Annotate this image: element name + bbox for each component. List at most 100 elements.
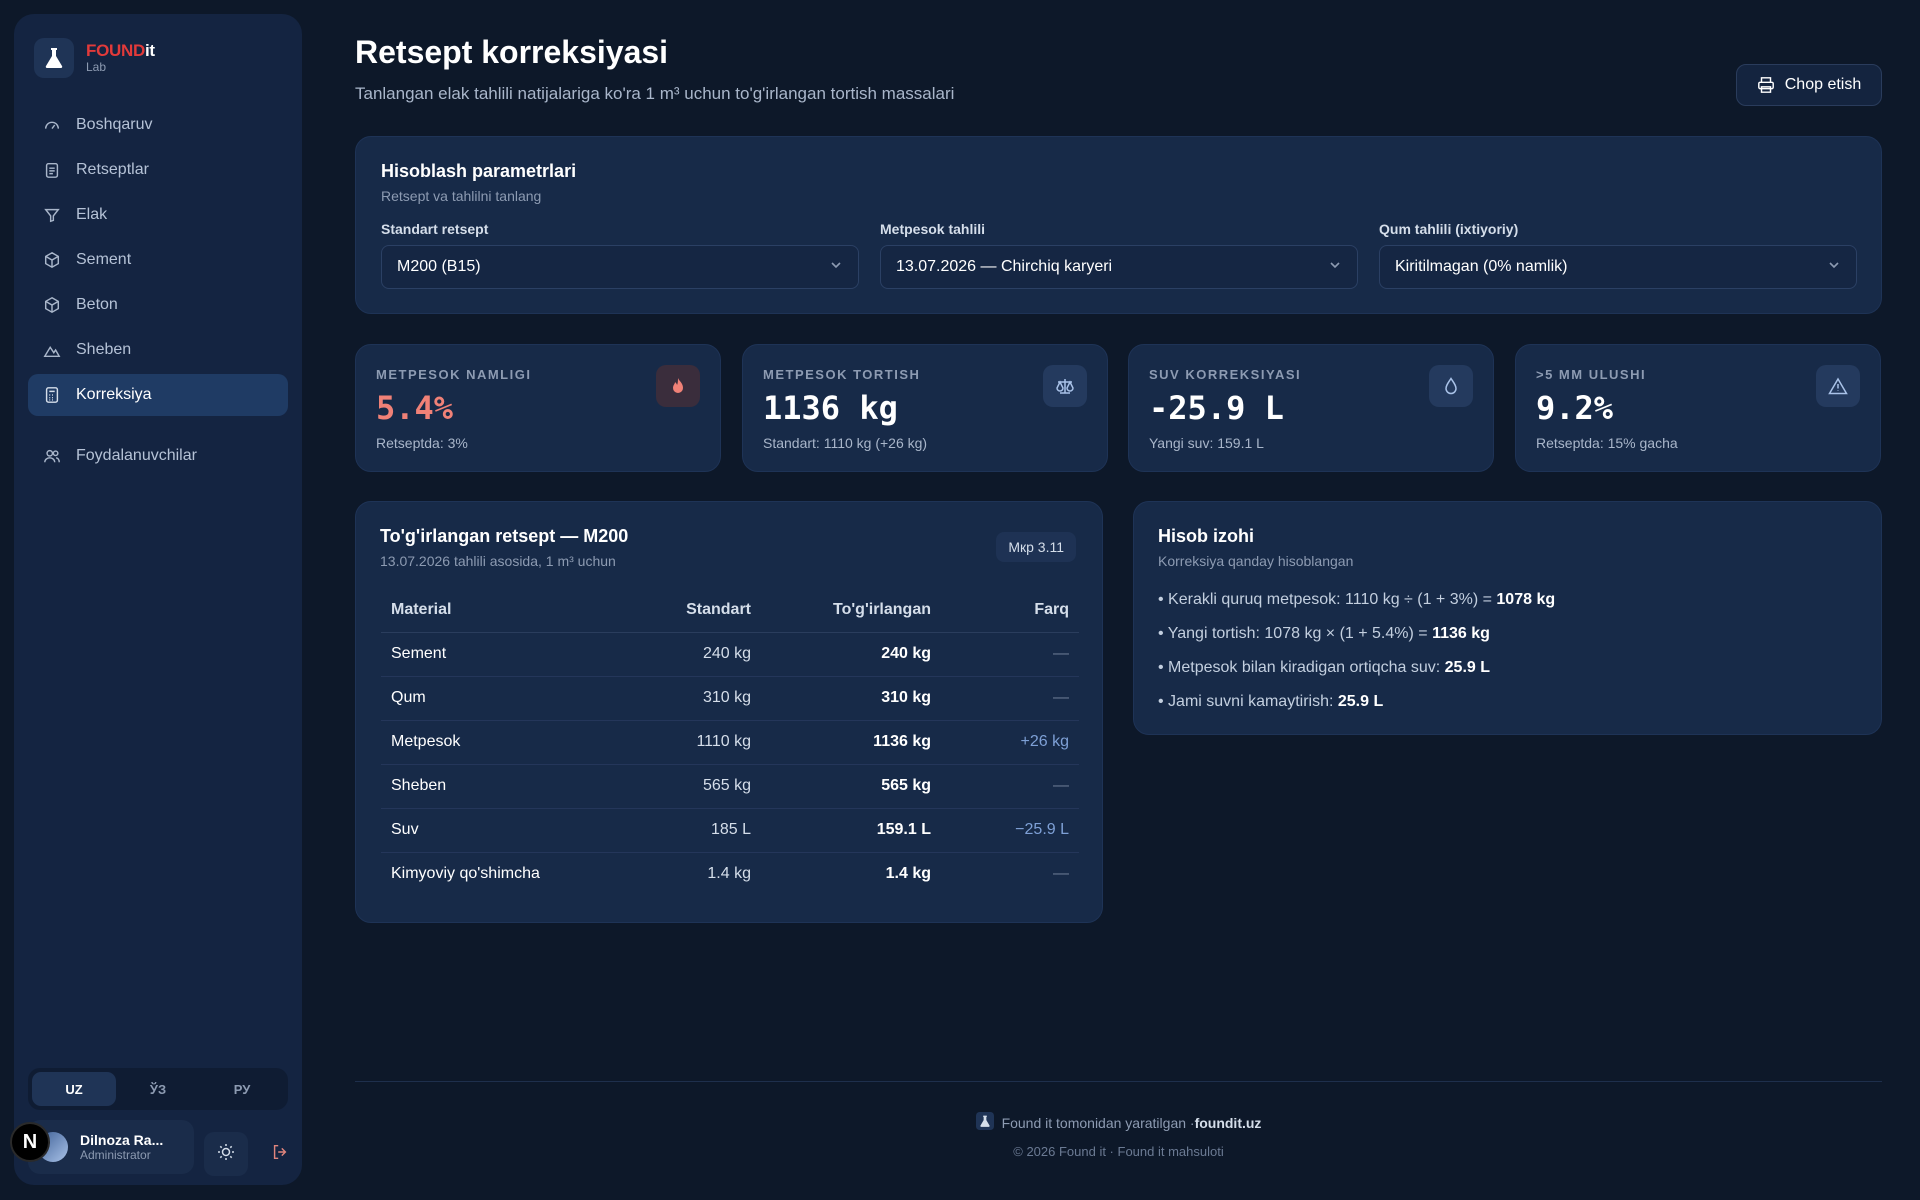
sidebar-item-label: Retseptlar bbox=[76, 161, 149, 178]
lang-uz-cyrillic-button[interactable]: ЎЗ bbox=[149, 1081, 167, 1097]
sidebar-item-boshqaruv[interactable]: Boshqaruv bbox=[28, 104, 288, 146]
footer-divider bbox=[355, 1081, 1882, 1082]
brand-sub: Lab bbox=[86, 60, 107, 74]
stat-label: SUV KORREKSIYASI bbox=[1149, 367, 1302, 382]
sand-analysis-field: Qum tahlili (ixtiyoriy) Kiritilmagan (0%… bbox=[1379, 221, 1857, 289]
table-row: Sheben 565 kg 565 kg — bbox=[381, 764, 1079, 809]
n-badge[interactable]: N bbox=[10, 1122, 50, 1162]
stat-card-weighing: METPESOK TORTISH 1136 kg Standart: 1110 … bbox=[742, 344, 1108, 472]
corrected-cell: 310 kg bbox=[761, 676, 941, 721]
stat-label: METPESOK TORTISH bbox=[763, 367, 921, 382]
chevron-down-icon bbox=[1328, 258, 1342, 277]
column-header: To'g'irlangan bbox=[761, 588, 941, 633]
sidebar-nav: Boshqaruv Retseptlar Elak Sement Beton S… bbox=[28, 104, 288, 480]
material-cell: Sement bbox=[381, 632, 611, 677]
table-row: Kimyoviy qo'shimcha 1.4 kg 1.4 kg — bbox=[381, 852, 1079, 896]
stat-card-fraction: >5 MM ULUSHI 9.2% Retseptda: 15% gacha bbox=[1515, 344, 1881, 472]
lang-ru-button[interactable]: РУ bbox=[233, 1081, 251, 1097]
print-button[interactable]: Chop etish bbox=[1736, 64, 1882, 106]
logout-button[interactable] bbox=[258, 1132, 302, 1176]
diff-cell: — bbox=[941, 764, 1079, 809]
calc-line: • Kerakli quruq metpesok: 1110 kg ÷ (1 +… bbox=[1158, 591, 1556, 608]
sidebar: FOUNDit Lab Boshqaruv Retseptlar Elak Se… bbox=[14, 14, 302, 1185]
select-value: Kiritilmagan (0% namlik) bbox=[1395, 258, 1568, 275]
sidebar-item-retseptlar[interactable]: Retseptlar bbox=[28, 149, 288, 191]
warning-icon bbox=[1816, 365, 1860, 407]
lang-uz-button[interactable]: UZ bbox=[32, 1072, 116, 1106]
sidebar-item-label: Foydalanuvchilar bbox=[76, 447, 197, 464]
stat-note: Retseptda: 15% gacha bbox=[1536, 435, 1678, 451]
table-row: Qum 310 kg 310 kg — bbox=[381, 676, 1079, 721]
droplet-icon bbox=[1429, 365, 1473, 407]
sidebar-item-sheben[interactable]: Sheben bbox=[28, 329, 288, 371]
stat-value: 1136 kg bbox=[763, 389, 898, 427]
page-title: Retsept korreksiyasi bbox=[355, 34, 669, 70]
params-title: Hisoblash parametrlari bbox=[381, 161, 577, 181]
metpesok-analysis-field: Metpesok tahlili 13.07.2026 — Chirchiq k… bbox=[880, 221, 1358, 289]
select-value: M200 (B15) bbox=[397, 258, 481, 275]
footer-copyright: © 2026 Found it · Found it mahsuloti bbox=[1013, 1144, 1224, 1159]
sidebar-item-label: Boshqaruv bbox=[76, 116, 153, 133]
sidebar-item-foydalanuvchilar[interactable]: Foydalanuvchilar bbox=[28, 435, 288, 477]
sidebar-item-elak[interactable]: Elak bbox=[28, 194, 288, 236]
standard-cell: 565 kg bbox=[611, 764, 761, 809]
print-label: Chop etish bbox=[1784, 76, 1862, 93]
sun-icon bbox=[216, 1142, 236, 1167]
recipe-title: To'g'irlangan retsept — M200 bbox=[380, 526, 629, 546]
table-header-row: Material Standart To'g'irlangan Farq bbox=[381, 588, 1079, 633]
table-row: Metpesok 1110 kg 1136 kg +26 kg bbox=[381, 720, 1079, 765]
corrected-cell: 159.1 L bbox=[761, 808, 941, 853]
calc-line: • Jami suvni kamaytirish: 25.9 L bbox=[1158, 693, 1384, 710]
standard-recipe-field: Standart retsept M200 (B15) bbox=[381, 221, 859, 289]
sand-analysis-select[interactable]: Kiritilmagan (0% namlik) bbox=[1379, 245, 1857, 289]
column-header: Material bbox=[381, 588, 611, 633]
flask-logo-icon bbox=[34, 38, 74, 78]
footer-credit: Found it tomonidan yaratilgan · foundit.… bbox=[0, 1112, 1920, 1133]
sidebar-item-label: Beton bbox=[76, 296, 118, 313]
cube-icon bbox=[42, 295, 62, 315]
standard-cell: 240 kg bbox=[611, 632, 761, 677]
user-role: Administrator bbox=[80, 1148, 151, 1162]
standard-cell: 1110 kg bbox=[611, 720, 761, 765]
calculation-notes-card: Hisob izohi Korreksiya qanday hisoblanga… bbox=[1133, 501, 1882, 735]
footer-site-link[interactable]: foundit.uz bbox=[1194, 1114, 1262, 1131]
table-row: Sement 240 kg 240 kg — bbox=[381, 632, 1079, 677]
stat-value: -25.9 L bbox=[1149, 389, 1284, 427]
calculator-icon bbox=[42, 385, 62, 405]
standard-cell: 310 kg bbox=[611, 676, 761, 721]
material-cell: Kimyoviy qo'shimcha bbox=[391, 865, 540, 883]
sidebar-item-label: Korreksiya bbox=[76, 386, 152, 403]
user-card[interactable]: Dilnoza Ra... Administrator bbox=[28, 1120, 194, 1174]
stat-note: Yangi suv: 159.1 L bbox=[1149, 435, 1264, 451]
field-label: Standart retsept bbox=[381, 221, 489, 237]
sidebar-item-sement[interactable]: Sement bbox=[28, 239, 288, 281]
corrected-cell: 240 kg bbox=[761, 632, 941, 677]
params-card: Hisoblash parametrlari Retsept va tahlil… bbox=[355, 136, 1882, 314]
sidebar-item-label: Elak bbox=[76, 206, 108, 223]
table-row: Suv 185 L 159.1 L −25.9 L bbox=[381, 808, 1079, 853]
chevron-down-icon bbox=[1827, 258, 1841, 277]
stat-value: 5.4% bbox=[376, 389, 454, 427]
material-cell: Metpesok bbox=[381, 720, 611, 765]
language-switch: UZ ЎЗ РУ bbox=[28, 1068, 288, 1110]
calc-title: Hisob izohi bbox=[1158, 526, 1254, 546]
standard-recipe-select[interactable]: M200 (B15) bbox=[381, 245, 859, 289]
sidebar-item-korreksiya[interactable]: Korreksiya bbox=[28, 374, 288, 416]
brand[interactable]: FOUNDit Lab bbox=[34, 32, 155, 84]
calc-line: • Metpesok bilan kiradigan ortiqcha suv:… bbox=[1158, 659, 1490, 676]
material-cell: Sheben bbox=[381, 764, 611, 809]
calc-subtitle: Korreksiya qanday hisoblangan bbox=[1158, 553, 1354, 569]
params-subtitle: Retsept va tahlilni tanlang bbox=[381, 188, 542, 204]
sidebar-item-beton[interactable]: Beton bbox=[28, 284, 288, 326]
chevron-down-icon bbox=[829, 258, 843, 277]
scale-icon bbox=[1043, 365, 1087, 407]
standard-cell: 1.4 kg bbox=[707, 865, 751, 883]
gauge-icon bbox=[42, 115, 62, 135]
logout-icon bbox=[271, 1143, 289, 1166]
filter-icon bbox=[42, 205, 62, 225]
metpesok-analysis-select[interactable]: 13.07.2026 — Chirchiq karyeri bbox=[880, 245, 1358, 289]
stat-label: >5 MM ULUSHI bbox=[1536, 367, 1647, 382]
standard-cell: 185 L bbox=[611, 808, 761, 853]
diff-cell: — bbox=[941, 632, 1079, 677]
theme-toggle-button[interactable] bbox=[204, 1132, 248, 1176]
